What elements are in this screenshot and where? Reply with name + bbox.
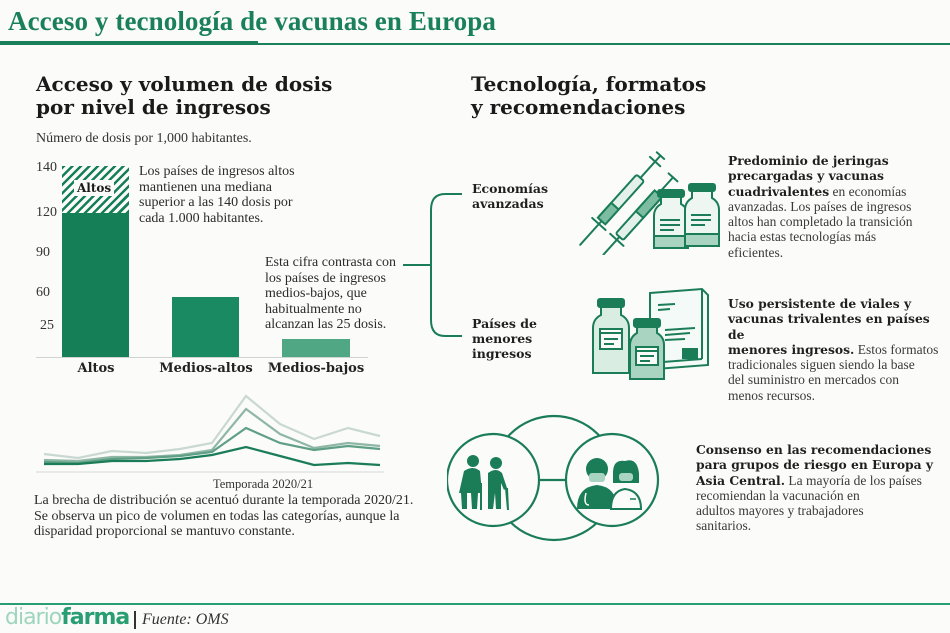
bar-medios-altos	[172, 297, 239, 357]
footer-divider	[0, 603, 950, 605]
item1-bold: Predominio de jeringas	[728, 153, 889, 168]
right-title-line-1: Tecnología, formatos	[471, 72, 707, 96]
item2-bold: vacunas trivalentes en países de	[728, 311, 930, 342]
y-tick-120: 120	[36, 205, 57, 220]
footer-separator	[134, 611, 136, 629]
x-label-altos: Altos	[77, 361, 115, 376]
note1-line: superior a las 140 dosis por	[139, 195, 293, 210]
left-title-line-1: Acceso y volumen de dosis	[36, 72, 333, 96]
caption-line: La brecha de distribución se acentuó dur…	[34, 493, 414, 508]
note1-line: mantienen una mediana	[139, 179, 272, 195]
item3-text: La mayoría de los países	[785, 472, 922, 488]
bracket-connector	[403, 193, 462, 337]
item2-text: Estos formatos	[854, 341, 939, 357]
logo-part-farma: farma	[61, 605, 130, 630]
bar-altos	[62, 213, 129, 357]
logo-part-diario: diario	[5, 605, 62, 630]
hatched-bar-label: Altos	[74, 180, 115, 196]
item1-text: avanzadas. Los países de ingresos	[728, 198, 912, 214]
y-tick-90: 90	[36, 245, 50, 260]
branch-lower-income: Países de menores ingresos	[472, 316, 537, 361]
caption-line: disparidad proporcional se mantuvo const…	[34, 524, 295, 539]
annotation-high-income: Los países de ingresos altos mantienen u…	[139, 164, 295, 226]
item2-text: menos recursos.	[728, 387, 815, 403]
left-title-line-2: por nivel de ingresos	[36, 95, 271, 119]
health-workers-icon	[577, 458, 643, 510]
line-chart-plot	[36, 394, 384, 473]
note1-line: Los países de ingresos altos	[139, 164, 295, 179]
line-chart-caption: La brecha de distribución se acentuó dur…	[34, 493, 413, 540]
syringe-icon	[579, 151, 720, 255]
branch2-line: Países de	[472, 316, 537, 331]
branch1-line: Economías	[472, 181, 549, 196]
title-underline-thin	[258, 43, 950, 45]
item-risk-group-recommendations: Consenso en las recomendaciones para gru…	[696, 442, 950, 534]
item3-bold: para grupos de riesgo en Europa y	[696, 457, 934, 473]
x-label-medios-bajos: Medios-bajos	[267, 361, 365, 376]
branch2-line: menores	[472, 331, 533, 346]
note2-line: Esta cifra contrasta con	[265, 255, 396, 270]
x-label-medios-altos: Medios-altos	[159, 361, 253, 376]
note2-line: alcanzan las 25 dosis.	[265, 317, 387, 332]
item1-bold: precargadas y vacunas	[728, 168, 884, 184]
item3-text: adultos mayores y trabajadores	[696, 503, 864, 519]
branch-advanced-economies: Economías avanzadas	[472, 181, 548, 211]
item2-bold: Uso persistente de viales y	[728, 296, 912, 311]
note1-line: cada 1.000 habitantes.	[139, 210, 264, 226]
item1-text: en economías	[829, 183, 907, 199]
item-prefilled-syringes: Predominio de jeringas precargadas y vac…	[728, 153, 948, 260]
left-section-title: Acceso y volumen de dosis por nivel de i…	[36, 73, 332, 119]
title-underline-thick	[0, 41, 258, 45]
diariofarma-logo[interactable]: diariofarma	[5, 605, 130, 630]
item2-text: tradicionales siguen siendo la base	[728, 357, 915, 373]
item1-text: eficientes.	[728, 244, 784, 260]
branch2-line: ingresos	[472, 346, 532, 361]
annotation-low-income: Esta cifra contrasta con los países de i…	[265, 255, 396, 333]
item1-text: altos han completado la transición	[728, 214, 913, 230]
elderly-people-icon	[459, 455, 509, 510]
right-section-title: Tecnología, formatos y recomendaciones	[471, 73, 706, 119]
source-credit: Fuente: OMS	[142, 611, 229, 628]
y-tick-60: 60	[36, 285, 50, 300]
right-title-line-2: y recomendaciones	[471, 95, 686, 119]
risk-groups-diagram	[447, 414, 660, 542]
item2-bold: menores ingresos.	[728, 341, 855, 357]
item3-text: recomiendan la vacunación en	[696, 487, 860, 503]
item-vials-trivalent: Uso persistente de viales y vacunas triv…	[728, 296, 950, 403]
item2-text: del suministro en mercados con	[728, 372, 899, 388]
y-tick-25: 25	[40, 318, 54, 333]
note2-line: los países de ingresos	[265, 270, 386, 286]
item1-text: hacia estas tecnologías más	[728, 229, 877, 245]
branch1-line: avanzadas	[472, 196, 544, 211]
package-icon	[592, 287, 709, 380]
item3-text: sanitarios.	[696, 518, 752, 534]
vial-icon	[653, 183, 720, 249]
y-tick-140: 140	[36, 160, 57, 175]
note2-line: habitualmente no	[265, 301, 362, 317]
item1-bold: cuadrivalentes	[728, 183, 830, 199]
chart-subtitle: Número de dosis por 1,000 habitantes.	[36, 131, 252, 146]
page-title: Acceso y tecnología de vacunas en Europa	[8, 6, 496, 36]
caption-line: Se observa un pico de volumen en todas l…	[34, 508, 400, 524]
note2-line: medios-bajos, que	[265, 286, 367, 301]
x-axis-line	[36, 357, 368, 358]
item3-bold: Asia Central.	[696, 472, 786, 488]
season-label: Temporada 2020/21	[213, 477, 314, 491]
item3-bold: Consenso en las recomendaciones	[696, 442, 932, 457]
vial-icon	[592, 298, 630, 374]
bar-medios-bajos	[282, 339, 350, 357]
